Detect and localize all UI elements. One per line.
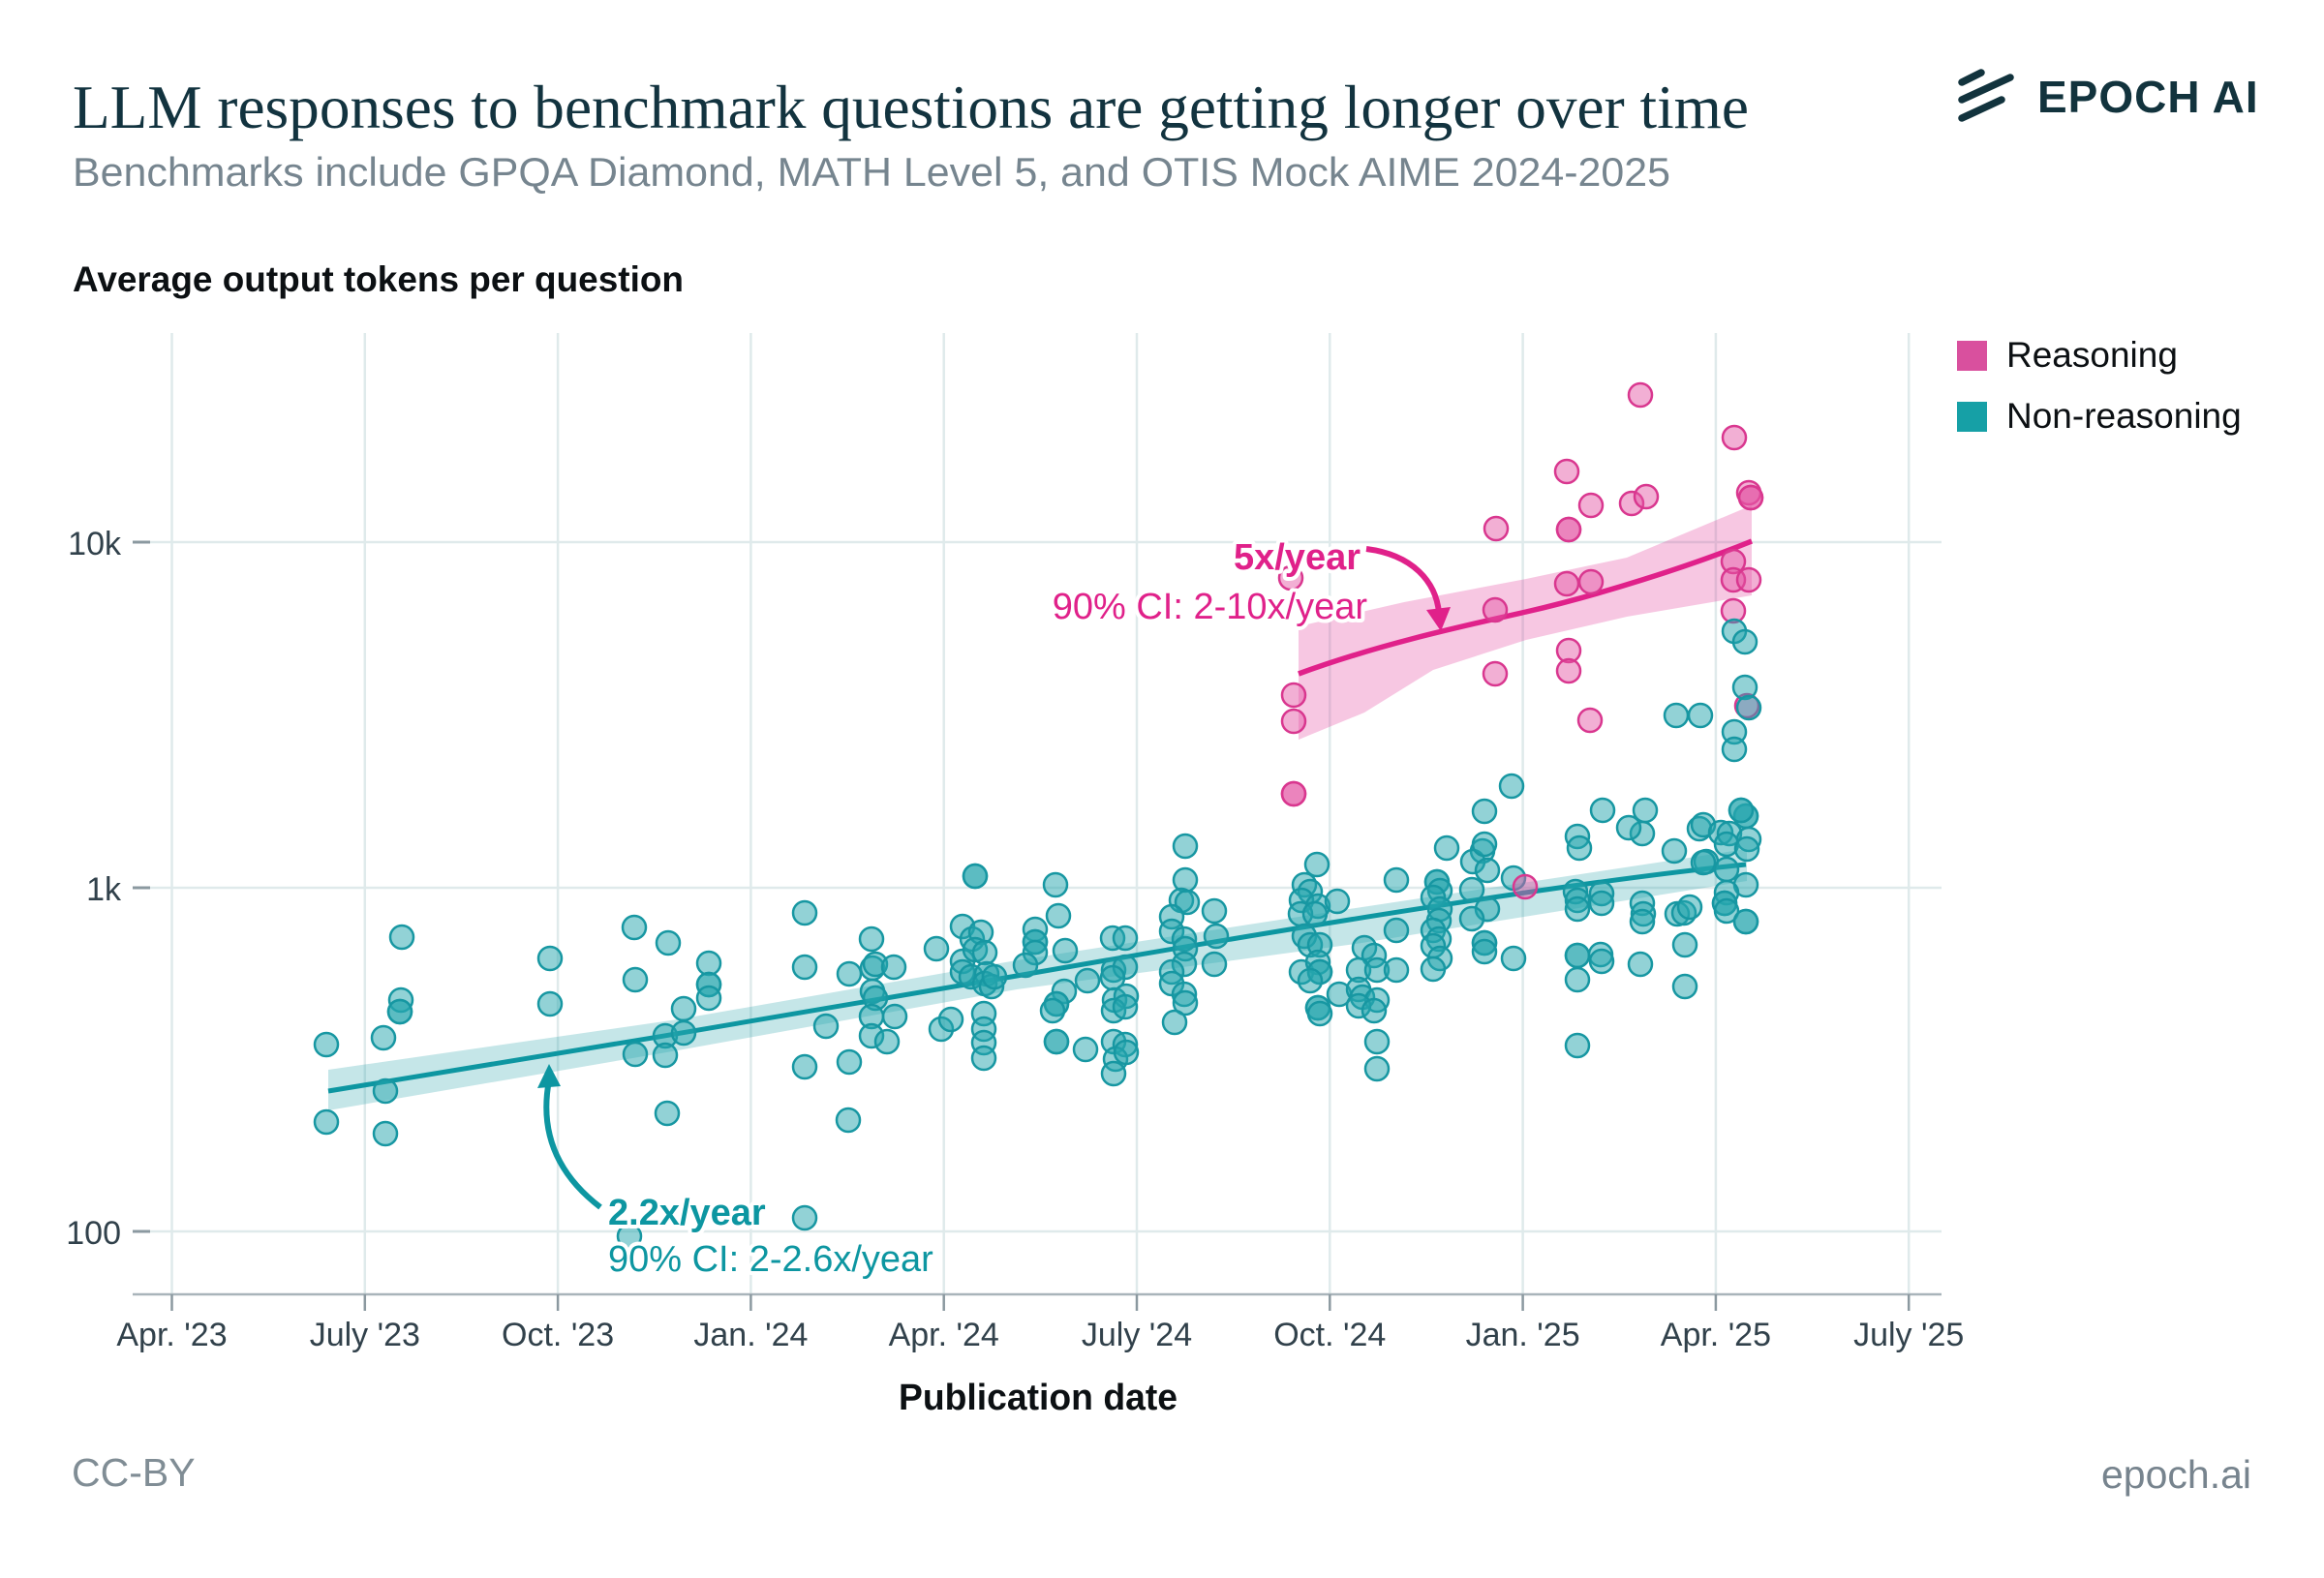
svg-text:Benchmarks include GPQA Diamon: Benchmarks include GPQA Diamond, MATH Le… [73,149,1670,195]
svg-text:2.2x/year: 2.2x/year [608,1193,766,1233]
svg-text:Non-reasoning: Non-reasoning [2006,396,2242,436]
svg-text:Average output tokens per ques: Average output tokens per question [73,259,684,299]
svg-text:Apr. '24: Apr. '24 [889,1317,999,1353]
svg-text:1k: 1k [86,871,122,908]
svg-text:Jan. '25: Jan. '25 [1466,1317,1580,1353]
svg-text:Oct. '24: Oct. '24 [1273,1317,1386,1353]
svg-text:Jan. '24: Jan. '24 [693,1317,808,1353]
svg-text:July '23: July '23 [310,1317,420,1353]
svg-text:Oct. '23: Oct. '23 [502,1317,614,1353]
svg-text:epoch.ai: epoch.ai [2101,1452,2251,1497]
svg-text:July '24: July '24 [1082,1317,1192,1353]
svg-text:Publication date: Publication date [899,1378,1177,1418]
svg-text:Reasoning: Reasoning [2006,335,2178,375]
svg-text:10k: 10k [68,526,122,562]
svg-text:EPOCH AI: EPOCH AI [2037,72,2259,122]
svg-text:July '25: July '25 [1853,1317,1964,1353]
svg-text:Apr. '23: Apr. '23 [116,1317,227,1353]
svg-text:90% CI: 2-10x/year: 90% CI: 2-10x/year [1053,587,1368,627]
svg-text:CC-BY: CC-BY [72,1450,196,1495]
svg-text:90% CI: 2-2.6x/year: 90% CI: 2-2.6x/year [608,1239,933,1280]
svg-text:5x/year: 5x/year [1234,537,1361,578]
svg-text:LLM responses to benchmark que: LLM responses to benchmark questions are… [73,74,1749,141]
svg-text:Apr. '25: Apr. '25 [1661,1317,1771,1353]
svg-text:100: 100 [66,1215,121,1252]
